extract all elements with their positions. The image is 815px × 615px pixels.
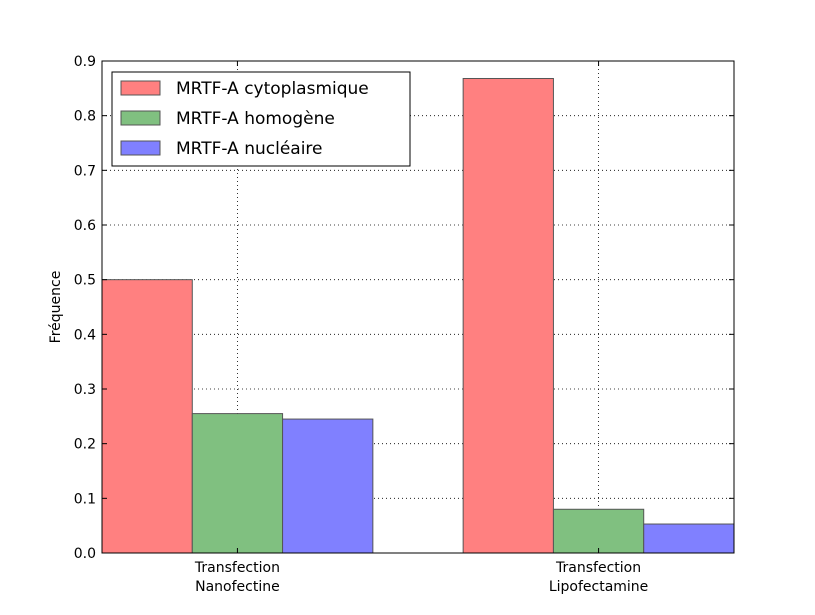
bars [101,77,735,554]
grid-lines [102,61,734,553]
x-category-label: Transfection [194,560,280,576]
y-tick-labels: 0.0 0.1 0.2 0.3 0.4 0.5 0.6 0.7 0.8 0.9 [74,54,96,562]
y-tick-label: 0.2 [74,437,96,453]
y-tick-label: 0.7 [74,163,96,179]
legend-label: MRTF-A cytoplasmique [176,79,369,99]
y-tick-label: 0.1 [74,491,96,507]
bar-3-1 [282,418,374,554]
y-tick-label: 0.6 [74,218,96,234]
y-tick-label: 0.3 [74,382,96,398]
y-tick-label: 0.9 [74,54,96,70]
legend-swatch [120,140,161,156]
plot-area-frame [101,60,735,554]
x-category-labels: Transfection Nanofectine Transfection Lipof… [194,560,648,595]
x-category-label: Nanofectine [195,579,280,595]
x-category-label: Lipofectamine [549,579,648,595]
y-tick-label: 0.4 [74,327,96,343]
bar-1-2 [462,77,554,554]
bar-1-1 [101,279,193,554]
y-tick-label: 0.0 [74,546,96,562]
axis-ticks [102,60,734,554]
y-tick-label: 0.5 [74,273,96,289]
x-category-label: Transfection [555,560,641,576]
legend-box [111,71,411,167]
legend: MRTF-A cytoplasmique MRTF-A homogène MRTF-… [111,71,411,167]
legend-label: MRTF-A homogène [176,109,335,129]
y-tick-label: 0.8 [74,109,96,125]
legend-swatch [120,80,161,96]
bar-2-2 [552,508,645,554]
bar-2-1 [191,413,284,554]
y-axis-title: Fréquence [48,271,64,344]
legend-swatch [120,110,161,126]
bar-3-2 [643,523,735,554]
legend-label: MRTF-A nucléaire [176,139,323,159]
